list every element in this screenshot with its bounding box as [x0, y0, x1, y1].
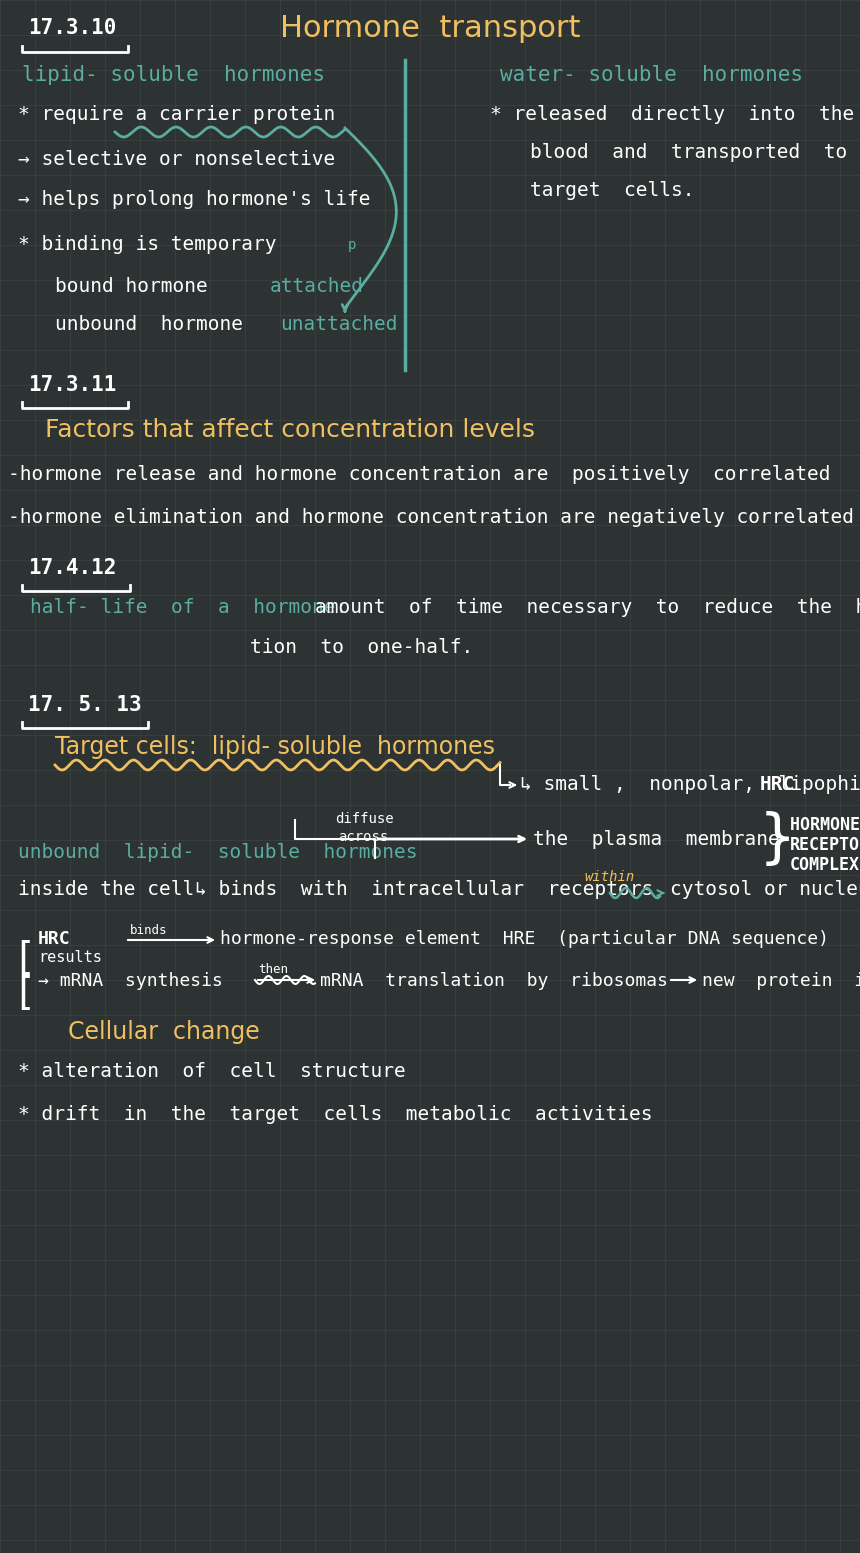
Text: tion  to  one-half.: tion to one-half.: [250, 638, 473, 657]
Text: HRC: HRC: [38, 930, 71, 947]
Text: cytosol or nucleus: cytosol or nucleus: [670, 881, 860, 899]
Text: binds: binds: [130, 924, 168, 936]
Text: HRC: HRC: [760, 775, 796, 794]
Text: new  protein  is  synthesized: new protein is synthesized: [702, 972, 860, 989]
Text: * alteration  of  cell  structure: * alteration of cell structure: [18, 1062, 406, 1081]
Text: 17.3.10: 17.3.10: [28, 19, 116, 37]
Text: bound hormone: bound hormone: [55, 276, 208, 297]
Text: * released  directly  into  the: * released directly into the: [490, 106, 854, 124]
Text: p: p: [348, 238, 356, 252]
Text: diffuse: diffuse: [335, 812, 394, 826]
Text: → mRNA  synthesis: → mRNA synthesis: [38, 972, 223, 989]
Text: the  plasma  membrane: the plasma membrane: [533, 829, 780, 849]
Text: half- life  of  a  hormone:: half- life of a hormone:: [30, 598, 347, 617]
Text: [: [: [12, 940, 35, 978]
Text: 17. 5. 13: 17. 5. 13: [28, 696, 142, 714]
Text: * binding is temporary: * binding is temporary: [18, 235, 277, 255]
Text: unattached: unattached: [280, 315, 397, 334]
Text: inside the cell: inside the cell: [18, 881, 194, 899]
Text: [: [: [12, 975, 35, 1013]
Text: COMPLEX: COMPLEX: [790, 856, 860, 874]
Text: HORMONE -: HORMONE -: [790, 815, 860, 834]
Text: results: results: [38, 950, 101, 964]
Text: unbound  lipid-  soluble  hormones: unbound lipid- soluble hormones: [18, 843, 417, 862]
Text: Cellular  change: Cellular change: [68, 1020, 260, 1044]
Text: across: across: [338, 829, 388, 843]
Text: -hormone elimination and hormone concentration are negatively correlated: -hormone elimination and hormone concent…: [8, 508, 854, 526]
Text: hormone-response element  HRE  (particular DNA sequence): hormone-response element HRE (particular…: [220, 930, 829, 947]
Text: amount  of  time  necessary  to  reduce  the  hormone  concentra-: amount of time necessary to reduce the h…: [315, 598, 860, 617]
Text: -hormone release and hormone concentration are  positively  correlated: -hormone release and hormone concentrati…: [8, 464, 831, 485]
Text: Hormone  transport: Hormone transport: [280, 14, 580, 43]
Text: then: then: [258, 963, 288, 975]
Text: attached: attached: [270, 276, 364, 297]
Text: RECEPTOR: RECEPTOR: [790, 836, 860, 854]
Text: target  cells.: target cells.: [530, 182, 695, 200]
Text: lipid- soluble  hormones: lipid- soluble hormones: [22, 65, 325, 85]
Text: }: }: [760, 811, 796, 868]
Text: → helps prolong hormone's life: → helps prolong hormone's life: [18, 189, 371, 210]
Text: * drift  in  the  target  cells  metabolic  activities: * drift in the target cells metabolic ac…: [18, 1106, 653, 1124]
Text: ↳ small ,  nonpolar,  lipophilic: ↳ small , nonpolar, lipophilic: [520, 775, 860, 794]
Text: 17.4.12: 17.4.12: [28, 558, 116, 578]
Text: 17.3.11: 17.3.11: [28, 374, 116, 394]
Text: → selective or nonselective: → selective or nonselective: [18, 151, 335, 169]
Text: within: within: [584, 870, 635, 884]
Text: ↳ binds  with  intracellular  receptors: ↳ binds with intracellular receptors: [195, 881, 654, 899]
Text: * require a carrier protein: * require a carrier protein: [18, 106, 335, 124]
Text: unbound  hormone: unbound hormone: [55, 315, 243, 334]
Text: Factors that affect concentration levels: Factors that affect concentration levels: [45, 418, 535, 443]
Text: water- soluble  hormones: water- soluble hormones: [500, 65, 803, 85]
Text: blood  and  transported  to: blood and transported to: [530, 143, 847, 162]
Text: Target cells:  lipid- soluble  hormones: Target cells: lipid- soluble hormones: [55, 735, 495, 759]
Text: mRNA  translation  by  ribosomas: mRNA translation by ribosomas: [320, 972, 668, 989]
